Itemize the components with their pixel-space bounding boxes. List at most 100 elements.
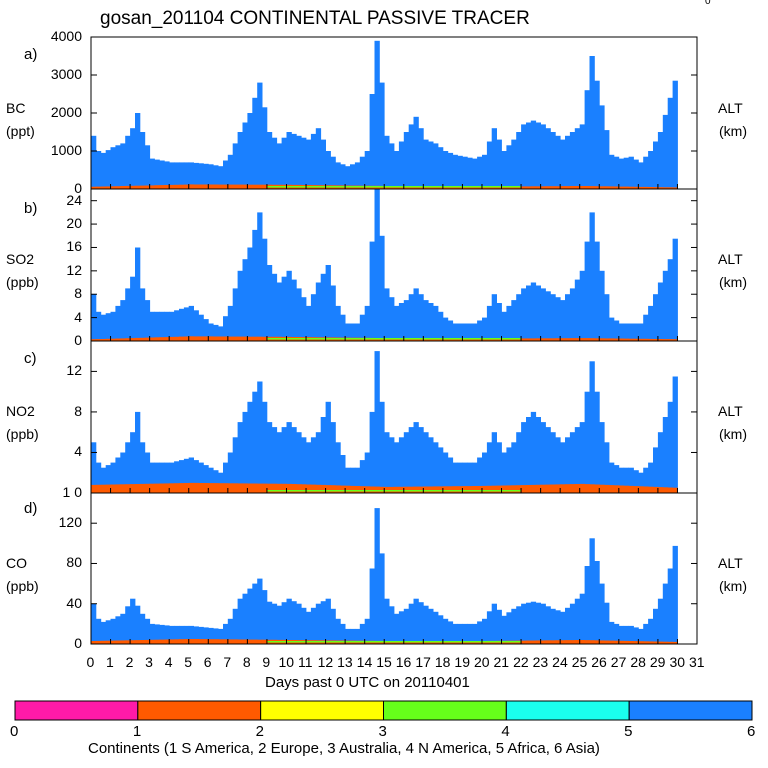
- bar-so2-0: [653, 294, 659, 341]
- bar-co-1: [120, 640, 126, 644]
- bar-so2-1: [442, 338, 449, 341]
- bar-no2-0: [643, 467, 649, 493]
- bar-no2-1: [374, 486, 380, 493]
- bar-co-0: [472, 623, 478, 644]
- bar-bc-0: [330, 156, 336, 189]
- bar-so2-1: [237, 336, 243, 341]
- bar-bc-0: [545, 128, 551, 189]
- bar-bc-1: [526, 186, 532, 189]
- bar-so2-1: [247, 336, 253, 341]
- bar-no2-0: [398, 437, 405, 493]
- bar-so2-0: [472, 323, 478, 341]
- bar-no2-0: [599, 422, 605, 493]
- bar-bc-0: [462, 156, 468, 189]
- bar-co-0: [516, 606, 522, 645]
- bar-co-1: [91, 641, 97, 644]
- bar-so2-0: [179, 308, 185, 341]
- bar-bc-1: [506, 186, 512, 189]
- bar-co-0: [183, 625, 190, 644]
- bar-no2-1: [203, 483, 209, 493]
- bar-no2-0: [120, 452, 126, 493]
- bar-no2-1: [643, 486, 649, 493]
- bar-co-0: [188, 625, 194, 644]
- bar-co-1: [643, 641, 649, 644]
- bar-no2-0: [477, 457, 483, 493]
- colorbar-tick-label: 2: [255, 723, 264, 740]
- bar-bc-1: [472, 186, 478, 189]
- bar-no2-1: [237, 483, 243, 493]
- bar-no2-0: [604, 442, 610, 493]
- bar-no2-1: [144, 483, 151, 493]
- bar-bc-0: [218, 166, 224, 189]
- bar-so2-1: [574, 338, 581, 341]
- ytick-label-co: 0: [74, 635, 82, 651]
- xtick-label: 1: [106, 654, 114, 670]
- bar-no2-1: [516, 485, 522, 493]
- bar-co-0: [491, 603, 497, 644]
- bar-co-0: [247, 588, 253, 644]
- bar-bc-0: [584, 90, 590, 189]
- bar-co-0: [120, 613, 126, 644]
- bar-so2-1: [584, 338, 590, 341]
- bar-so2-0: [135, 247, 141, 341]
- bar-bc-1: [521, 186, 527, 189]
- bar-co-1: [110, 640, 116, 644]
- bar-so2-0: [276, 282, 282, 341]
- bar-so2-0: [565, 294, 571, 341]
- bar-co-0: [653, 608, 659, 644]
- bar-bc-1: [110, 186, 116, 189]
- bar-so2-0: [462, 323, 468, 341]
- bar-so2-1: [403, 338, 410, 341]
- bar-so2-1: [672, 339, 678, 341]
- bar-so2-1: [164, 337, 170, 341]
- bar-no2-1: [315, 484, 322, 493]
- bar-bc-0: [110, 147, 116, 189]
- bar-bc-0: [183, 162, 190, 189]
- bar-bc-1: [227, 184, 234, 189]
- bar-so2-0: [540, 288, 546, 341]
- bar-bc-0: [203, 163, 209, 189]
- bar-no2-1: [501, 485, 507, 493]
- bar-no2-0: [648, 462, 654, 493]
- bar-co-0: [482, 618, 488, 644]
- bar-bc-0: [179, 162, 185, 189]
- bar-no2-1: [672, 487, 678, 493]
- bar-co-1: [242, 639, 248, 644]
- bar-bc-1: [628, 186, 634, 189]
- bar-no2-0: [579, 422, 585, 493]
- bar-no2-1: [384, 486, 390, 493]
- bar-bc-1: [423, 186, 429, 189]
- bar-so2-0: [359, 314, 366, 341]
- bar-bc-1: [144, 185, 151, 189]
- x-axis-label: Days past 0 UTC on 20110401: [265, 674, 470, 691]
- bar-so2-0: [452, 323, 458, 341]
- bar-no2-0: [584, 391, 590, 493]
- bar-bc-0: [623, 157, 629, 189]
- bar-so2-0: [662, 270, 669, 341]
- bar-co-1: [653, 641, 659, 644]
- bar-no2-1: [496, 485, 502, 493]
- bar-no2-0: [296, 432, 302, 493]
- bar-so2-0: [467, 323, 473, 341]
- bar-co-0: [545, 606, 551, 645]
- bar-so2-0: [657, 282, 664, 341]
- bar-so2-0: [574, 279, 581, 341]
- bar-co-0: [667, 568, 673, 644]
- xtick-label: 19: [454, 654, 470, 670]
- bar-no2-1: [359, 486, 366, 493]
- bar-co-0: [452, 623, 458, 644]
- bar-no2-1: [467, 486, 473, 493]
- bar-bc-1: [643, 186, 649, 189]
- bar-no2-1: [594, 484, 600, 493]
- bar-so2-0: [164, 311, 170, 341]
- panel-b-variable: SO2: [6, 251, 35, 267]
- bar-so2-1: [462, 338, 468, 341]
- bar-co-1: [535, 640, 541, 644]
- bar-co-0: [633, 627, 639, 644]
- bar-no2-0: [301, 437, 307, 493]
- bar-bc-1: [599, 186, 605, 189]
- bar-no2-0: [550, 432, 556, 493]
- bar-no2-0: [310, 437, 317, 493]
- bar-so2-0: [394, 305, 400, 341]
- bar-so2-1: [550, 338, 556, 341]
